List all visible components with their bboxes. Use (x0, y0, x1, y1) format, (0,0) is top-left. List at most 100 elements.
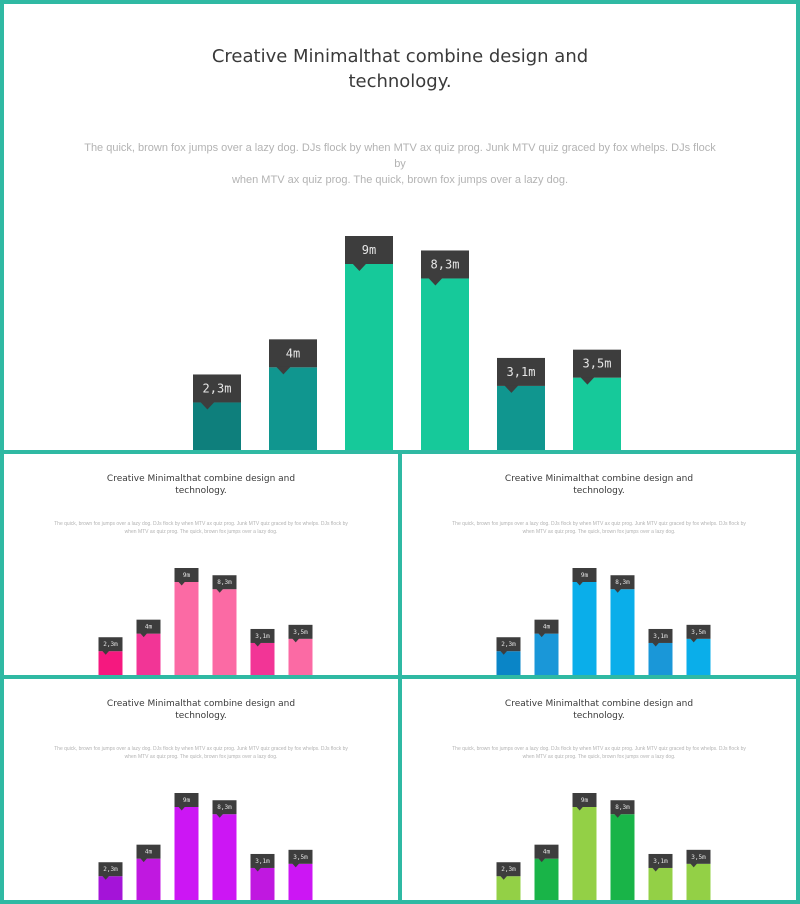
bar-label-box-4 (610, 800, 635, 815)
bar-4 (212, 814, 237, 900)
bar-value-label-4: 8,3m (217, 579, 232, 586)
bar-value-label-6: 3,5m (691, 854, 706, 861)
bar-3 (174, 582, 199, 675)
bar-4 (421, 278, 469, 450)
bar-value-label-1: 2,3m (103, 641, 118, 648)
slide-purple: Creative Minimalthat combine design and … (4, 679, 398, 900)
bar-label-pointer-1 (200, 401, 215, 410)
bar-4 (610, 814, 635, 900)
bar-label-pointer-1 (500, 650, 508, 655)
bar-4 (610, 589, 635, 675)
body-line-2: when MTV ax quiz prog. The quick, brown … (124, 529, 278, 535)
bar-label-box-1 (98, 862, 123, 877)
bar-label-pointer-1 (102, 650, 110, 655)
bar-label-box-3 (572, 568, 597, 582)
bar-label-pointer-3 (576, 806, 584, 811)
bar-2 (534, 633, 559, 675)
bar-label-pointer-2 (140, 858, 148, 863)
bar-4 (212, 589, 237, 675)
slide-green: Creative Minimalthat combine design and … (402, 679, 796, 900)
bar-1 (496, 651, 521, 675)
bar-label-pointer-4 (614, 813, 622, 818)
title-line-1: Creative Minimalthat combine design and (504, 474, 694, 484)
bar-label-box-1 (496, 862, 521, 877)
slide-title: Creative Minimalthat combine design and … (4, 44, 796, 94)
title-line-1: Creative Minimalthat combine design and (504, 699, 694, 709)
bar-label-box-6 (686, 849, 711, 864)
bar-chart: 2,3m 4m 9m 8,3m 3,1m 3,5m (98, 568, 313, 675)
bar-5 (497, 385, 545, 450)
bar-value-label-4: 8,3m (431, 257, 460, 271)
bar-label-pointer-6 (690, 863, 698, 868)
title-line-2: technology. (573, 486, 625, 496)
bar-3 (345, 264, 393, 450)
main-slide: Creative Minimalthat combine design and … (4, 4, 796, 450)
title-line-2: technology. (175, 486, 227, 496)
bar-value-label-3: 9m (581, 797, 589, 804)
bar-value-label-5: 3,1m (255, 858, 270, 865)
bar-6 (686, 863, 711, 900)
bar-value-label-3: 9m (183, 572, 191, 579)
title-line-2: technology. (573, 711, 625, 721)
title-line-1: Creative Minimalthat combine design and (106, 474, 296, 484)
bar-label-pointer-3 (178, 581, 186, 586)
bar-value-label-3: 9m (183, 797, 191, 804)
bar-6 (288, 638, 313, 675)
bar-label-pointer-1 (102, 875, 110, 880)
bar-label-box-6 (288, 849, 313, 864)
slide-body-text: The quick, brown fox jumps over a lazy d… (44, 745, 358, 761)
bar-label-pointer-6 (292, 638, 300, 643)
bar-label-box-4 (212, 800, 237, 815)
body-line-1: The quick, brown fox jumps over a lazy d… (84, 142, 716, 170)
bar-6 (288, 863, 313, 900)
body-line-1: The quick, brown fox jumps over a lazy d… (54, 746, 348, 752)
bar-5 (648, 867, 673, 900)
bar-value-label-5: 3,1m (653, 858, 668, 865)
bar-label-box-1 (193, 374, 241, 403)
bar-label-box-4 (421, 250, 469, 279)
bar-label-box-5 (648, 628, 673, 643)
bar-6 (686, 638, 711, 675)
bar-label-box-6 (573, 349, 621, 378)
bar-label-pointer-3 (352, 263, 367, 271)
body-line-1: The quick, brown fox jumps over a lazy d… (452, 746, 746, 752)
bar-value-label-2: 4m (286, 346, 300, 360)
bar-label-box-1 (98, 637, 123, 652)
slide-title: Creative Minimalthat combine design and … (4, 473, 398, 497)
bar-label-pointer-2 (276, 366, 291, 375)
bar-label-pointer-4 (614, 588, 622, 593)
bar-value-label-3: 9m (362, 243, 376, 257)
bar-label-pointer-6 (690, 638, 698, 643)
bar-label-pointer-4 (216, 813, 224, 818)
title-line-1: Creative Minimalthat combine design and (211, 46, 589, 67)
bar-value-label-1: 2,3m (103, 866, 118, 873)
bar-5 (648, 642, 673, 675)
bar-label-pointer-5 (254, 867, 262, 872)
bar-chart: 2,3m 4m 9m 8,3m 3,1m 3,5m (193, 236, 621, 450)
bar-6 (573, 377, 621, 450)
bar-value-label-6: 3,5m (583, 357, 612, 371)
bar-value-label-4: 8,3m (217, 804, 232, 811)
slide-body-text: The quick, brown fox jumps over a lazy d… (44, 520, 358, 536)
bar-label-box-2 (136, 619, 161, 634)
bar-1 (496, 876, 521, 900)
bar-label-pointer-5 (254, 642, 262, 647)
bar-label-pointer-4 (216, 588, 224, 593)
bar-value-label-3: 9m (581, 572, 589, 579)
bar-label-box-6 (288, 624, 313, 639)
bar-value-label-5: 3,1m (653, 633, 668, 640)
bar-1 (98, 876, 123, 900)
bar-label-box-2 (534, 844, 559, 859)
bar-label-box-5 (648, 853, 673, 868)
bar-2 (136, 858, 161, 900)
bar-label-box-5 (250, 628, 275, 643)
bar-chart: 2,3m 4m 9m 8,3m 3,1m 3,5m (98, 793, 313, 900)
bar-value-label-2: 4m (145, 849, 153, 856)
bar-chart: 2,3m 4m 9m 8,3m 3,1m 3,5m (496, 793, 711, 900)
slide-title: Creative Minimalthat combine design and … (402, 698, 796, 722)
bar-label-pointer-2 (538, 633, 546, 638)
slide-body-text: The quick, brown fox jumps over a lazy d… (442, 520, 756, 536)
bar-label-box-3 (345, 236, 393, 264)
title-line-2: technology. (175, 711, 227, 721)
bar-label-pointer-2 (140, 633, 148, 638)
